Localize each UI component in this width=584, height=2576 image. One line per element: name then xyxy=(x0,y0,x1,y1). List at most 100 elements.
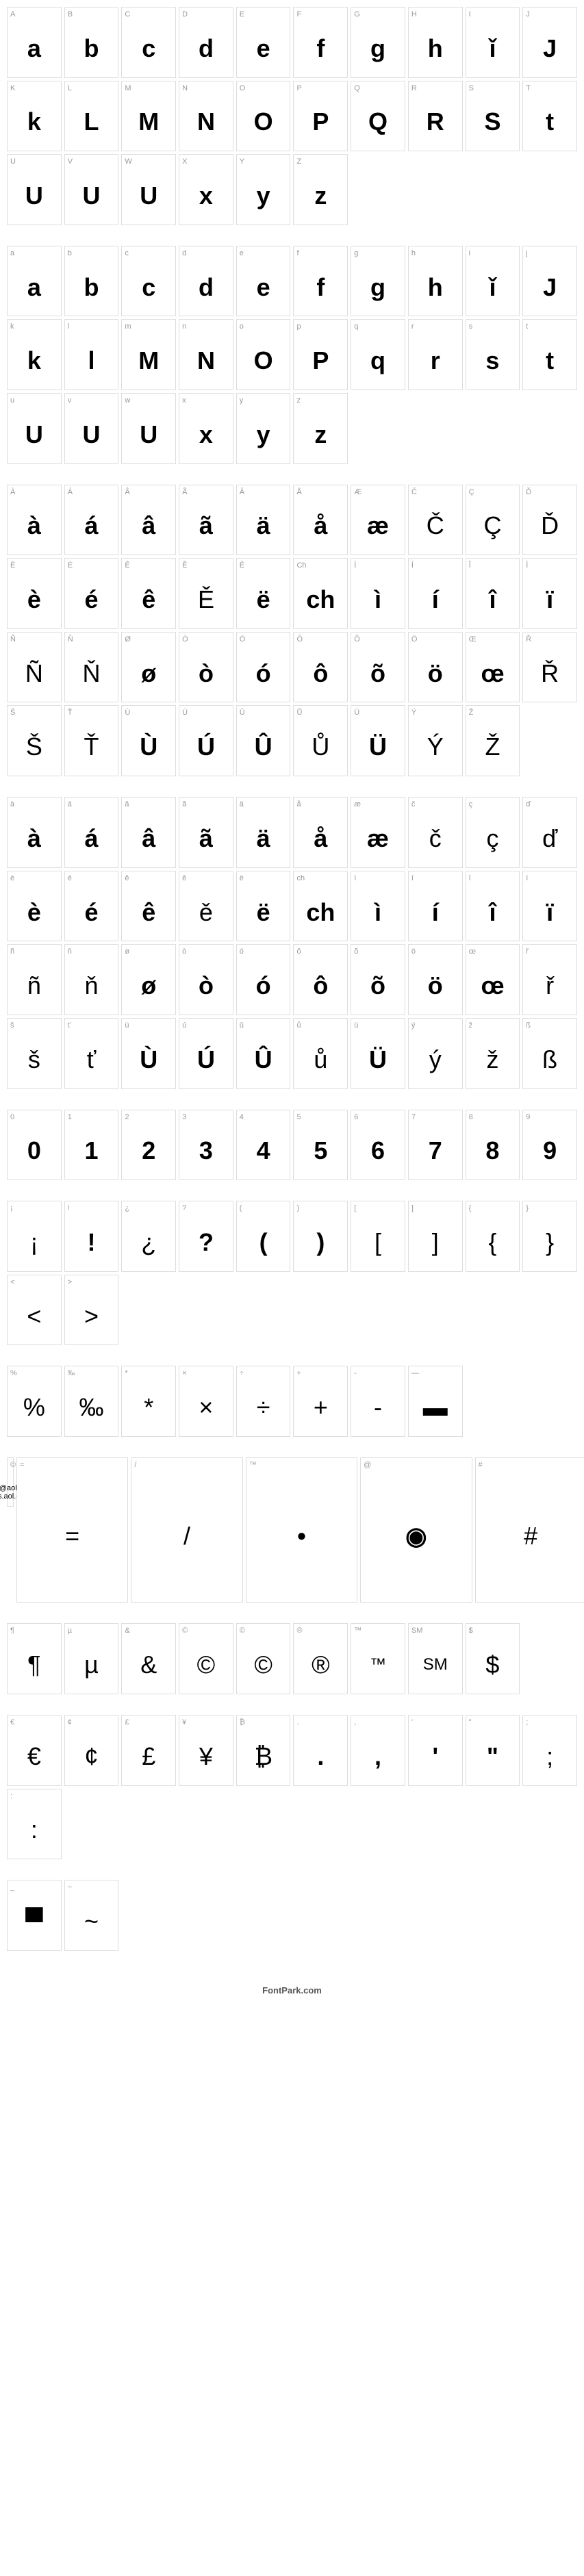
glyph-char: ò xyxy=(182,960,230,1012)
glyph-label: C xyxy=(125,10,173,23)
glyph-char: í xyxy=(411,887,459,939)
glyph-label: } xyxy=(526,1204,574,1216)
glyph-cell: Ìì xyxy=(351,558,405,629)
glyph-cell: Hh xyxy=(408,7,463,78)
glyph-label: M xyxy=(125,84,173,97)
glyph-grid: ààááââããääååææččççďďèèééêêěěëëchchììííîî… xyxy=(7,797,577,1088)
glyph-label: V xyxy=(68,157,116,170)
glyph-char: b xyxy=(68,262,116,314)
glyph-char: ö xyxy=(411,648,459,700)
glyph-cell: Óó xyxy=(236,632,291,703)
glyph-char: 1 xyxy=(68,1125,116,1177)
glyph-cell: 22 xyxy=(121,1110,176,1181)
glyph-label: œ xyxy=(469,947,517,960)
glyph-cell: Ëë xyxy=(236,558,291,629)
glyph-label: ì xyxy=(354,874,402,887)
glyph-cell: Œœ xyxy=(466,632,520,703)
glyph-cell: WU xyxy=(121,154,176,225)
glyph-label: 4 xyxy=(240,1113,288,1125)
glyph-cell: chch xyxy=(293,871,348,942)
glyph-char: ï xyxy=(526,574,574,626)
glyph-char: ] xyxy=(411,1216,459,1268)
glyph-label: £ xyxy=(125,1718,173,1731)
glyph-label: Ô xyxy=(296,635,344,648)
glyph-label: . xyxy=(296,1718,344,1731)
glyph-label: ô xyxy=(296,947,344,960)
glyph-label: ú xyxy=(182,1021,230,1034)
glyph-char: U xyxy=(68,409,116,461)
glyph-cell: ++ xyxy=(293,1366,348,1437)
glyph-char: 5 xyxy=(296,1125,344,1177)
glyph-char: k xyxy=(10,335,58,387)
glyph-cell: tt xyxy=(522,319,577,390)
glyph-char: h xyxy=(411,23,459,75)
glyph-label: û xyxy=(240,1021,288,1034)
glyph-cell: îî xyxy=(466,871,520,942)
glyph-cell: õõ xyxy=(351,944,405,1015)
glyph-cell: —▬ xyxy=(408,1366,463,1437)
glyph-label: Ť xyxy=(68,709,116,721)
glyph-char: & xyxy=(125,1639,173,1691)
glyph-label: ó xyxy=(240,947,288,960)
glyph-char: Û xyxy=(240,1034,288,1086)
glyph-char: î xyxy=(469,574,517,626)
glyph-char: % xyxy=(10,1381,58,1433)
glyph-label: ä xyxy=(240,800,288,813)
glyph-label: Ö xyxy=(411,635,459,648)
glyph-cell: čč xyxy=(408,797,463,868)
glyph-cell: çç xyxy=(466,797,520,868)
glyph-char: ( xyxy=(240,1216,288,1268)
glyph-char: Ü xyxy=(354,1034,402,1086)
glyph-char: a xyxy=(10,23,58,75)
glyph-char: ₿ xyxy=(240,1731,288,1783)
glyph-cell: ÜÜ xyxy=(351,705,405,776)
glyph-cell: µµ xyxy=(64,1623,119,1694)
glyph-char: ň xyxy=(68,960,116,1012)
glyph-char: Ú xyxy=(182,1034,230,1086)
glyph-label: S xyxy=(469,84,517,97)
glyph-char: # xyxy=(479,1473,583,1599)
glyph-cell: ŇŇ xyxy=(64,632,119,703)
glyph-label: Ý xyxy=(411,709,459,721)
glyph-cell: oO xyxy=(236,319,291,390)
glyph-cell: êê xyxy=(121,871,176,942)
section-punct4: ¶¶µµ&&©©©©®®™™SMSM$$ xyxy=(7,1623,577,1694)
glyph-char: â xyxy=(125,813,173,865)
glyph-cell: (( xyxy=(236,1201,291,1272)
glyph-char: ; xyxy=(526,1731,574,1783)
glyph-label: 5 xyxy=(296,1113,344,1125)
glyph-cell: UU xyxy=(7,154,62,225)
glyph-cell: ÙÙ xyxy=(121,705,176,776)
glyph-char: ¢ xyxy=(68,1731,116,1783)
glyph-grid: ©© 2000 HLohner@aol.com members.aol.com/… xyxy=(7,1457,577,1603)
glyph-cell: ŤŤ xyxy=(64,705,119,776)
glyph-char: ▬ xyxy=(411,1381,459,1433)
glyph-label: ã xyxy=(182,800,230,813)
glyph-cell: Ææ xyxy=(351,485,405,556)
glyph-label: ů xyxy=(296,1021,344,1034)
glyph-char: ì xyxy=(354,887,402,939)
glyph-cell: Cc xyxy=(121,7,176,78)
glyph-cell: :: xyxy=(7,1789,62,1860)
glyph-cell: ‰‰ xyxy=(64,1366,119,1437)
glyph-cell: ss xyxy=(466,319,520,390)
glyph-label: z xyxy=(296,396,344,409)
glyph-label: r xyxy=(411,322,459,335)
glyph-label: ö xyxy=(411,947,459,960)
glyph-cell: ©© xyxy=(236,1623,291,1694)
glyph-cell: ~~ xyxy=(64,1880,119,1951)
glyph-cell: hh xyxy=(408,246,463,317)
glyph-cell: {{ xyxy=(466,1201,520,1272)
glyph-cell: Ïï xyxy=(522,558,577,629)
glyph-label: 7 xyxy=(411,1113,459,1125)
glyph-grid: ÀàÁáÂâÃãÄäÅåÆæČČÇÇĎĎÈèÉéÊêĚĚËëChchÌìÍíÎî… xyxy=(7,485,577,776)
glyph-cell: %% xyxy=(7,1366,62,1437)
glyph-char: à xyxy=(10,500,58,552)
glyph-label: Œ xyxy=(469,635,517,648)
glyph-char: ◉ xyxy=(364,1473,468,1599)
glyph-char: ř xyxy=(526,960,574,1012)
glyph-label: U xyxy=(10,157,58,170)
glyph-cell: ťť xyxy=(64,1018,119,1089)
glyph-label: Á xyxy=(68,488,116,500)
glyph-char: f xyxy=(296,23,344,75)
